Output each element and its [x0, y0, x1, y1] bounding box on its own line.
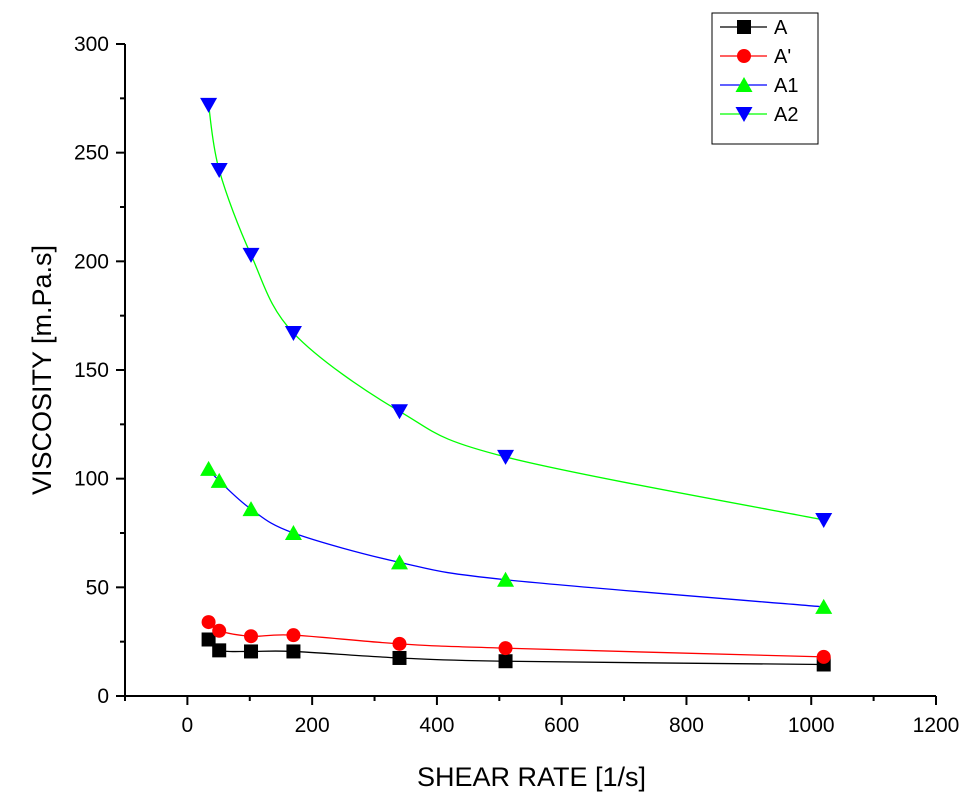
legend: A A' A1 A2 — [711, 12, 819, 145]
legend-label: A1 — [774, 75, 798, 97]
data-point — [284, 525, 302, 540]
data-point — [212, 643, 227, 658]
series-4 — [200, 97, 833, 528]
y-tick-label: 200 — [74, 250, 109, 273]
legend-marker — [735, 107, 753, 122]
data-point — [212, 623, 227, 638]
legend-item: A — [720, 17, 788, 39]
x-tick-label: 800 — [669, 714, 704, 737]
data-point — [392, 636, 407, 651]
y-tick-label: 100 — [74, 468, 109, 491]
series-line — [208, 639, 824, 666]
data-point — [390, 404, 408, 420]
data-point — [815, 598, 833, 614]
legend-marker — [735, 77, 753, 92]
data-point — [815, 512, 833, 528]
series-line — [207, 104, 824, 521]
x-axis-title: SHEAR RATE [1/s] — [417, 762, 646, 792]
series-line — [208, 468, 824, 608]
y-tick-label: 300 — [74, 33, 109, 56]
data-point — [242, 247, 260, 263]
data-point — [286, 644, 301, 659]
x-tick-label: 400 — [419, 714, 454, 737]
data-point — [286, 628, 301, 643]
x-tick-label: 1000 — [788, 714, 835, 737]
y-tick-label: 0 — [97, 685, 109, 708]
legend-item: A' — [720, 46, 791, 68]
data-point — [244, 629, 259, 644]
data-point — [210, 163, 228, 179]
data-point — [284, 326, 302, 342]
legend-item: A2 — [720, 104, 798, 126]
data-point — [200, 97, 218, 113]
x-tick-label: 0 — [182, 714, 194, 737]
data-point — [497, 571, 515, 587]
legend-marker — [737, 49, 751, 63]
legend-label: A2 — [774, 104, 798, 126]
data-point — [498, 641, 513, 656]
legend-marker — [737, 20, 751, 34]
data-point — [201, 615, 216, 630]
data-point — [816, 649, 831, 664]
y-axis-title: VISCOSITY [m.Pa.s] — [27, 245, 57, 495]
x-tick-label: 200 — [295, 714, 330, 737]
legend-label: A — [774, 17, 788, 39]
data-point — [390, 554, 408, 570]
data-point — [392, 650, 407, 665]
data-point — [200, 460, 218, 476]
data-point — [498, 654, 513, 669]
legend-box — [711, 12, 819, 145]
data-point — [244, 644, 259, 659]
y-tick-label: 250 — [74, 142, 109, 165]
series-2 — [201, 615, 831, 664]
legend-item: A1 — [720, 75, 798, 97]
y-tick-label: 150 — [74, 359, 109, 382]
data-point — [497, 449, 515, 465]
data-point — [210, 472, 228, 488]
data-point — [201, 632, 216, 647]
legend-label: A' — [774, 46, 791, 68]
x-tick-label: 1200 — [913, 714, 960, 737]
data-point — [242, 501, 260, 517]
series-3 — [200, 460, 833, 614]
y-tick-label: 50 — [86, 576, 109, 599]
x-tick-label: 600 — [544, 714, 579, 737]
axes: 0 200 400 600 800 1000 1200 0 50 100 150 200 250 300 — [74, 33, 959, 737]
series-layer — [200, 97, 833, 672]
